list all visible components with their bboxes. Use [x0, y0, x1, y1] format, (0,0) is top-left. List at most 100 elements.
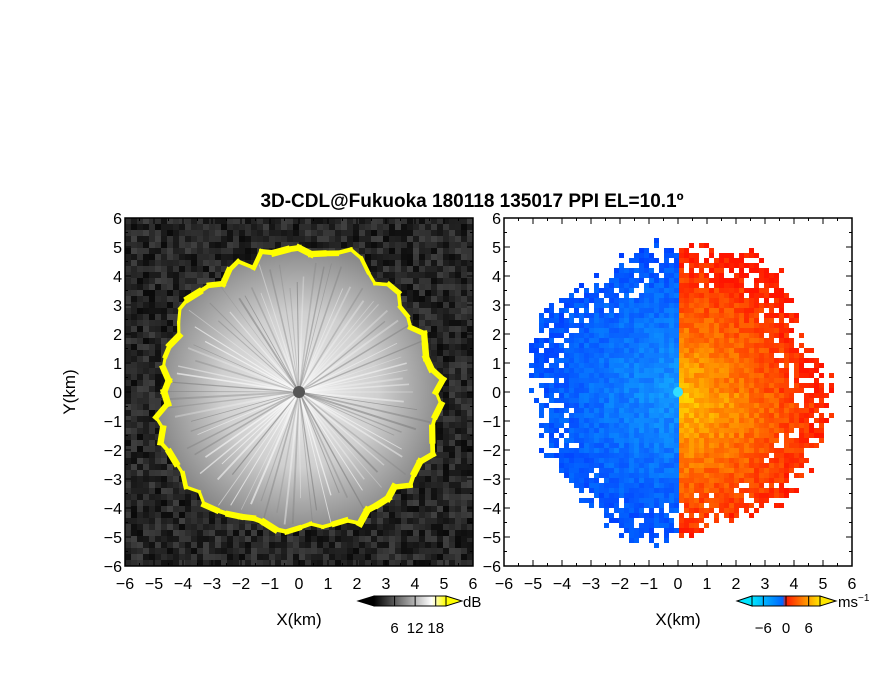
velocity-cell: [764, 363, 769, 368]
velocity-cell: [694, 298, 699, 303]
snr-noise-cell: [131, 290, 137, 296]
snr-noise-cell: [431, 266, 437, 272]
snr-noise-cell: [425, 482, 431, 488]
snr-noise-cell: [137, 536, 143, 542]
velocity-cell: [684, 283, 689, 288]
snr-noise-cell: [155, 278, 161, 284]
snr-noise-cell: [131, 278, 137, 284]
snr-noise-cell: [125, 506, 131, 512]
velocity-cell: [654, 363, 659, 368]
snr-noise-cell: [443, 290, 449, 296]
velocity-cell: [564, 403, 569, 408]
snr-noise-cell: [137, 254, 143, 260]
velocity-cell: [559, 388, 564, 393]
snr-noise-cell: [227, 542, 233, 548]
snr-noise-cell: [425, 302, 431, 308]
snr-noise-cell: [335, 218, 341, 224]
velocity-cell: [714, 383, 719, 388]
snr-noise-cell: [125, 542, 131, 548]
snr-noise-cell: [449, 464, 455, 470]
snr-noise-cell: [401, 224, 407, 230]
velocity-cell: [639, 343, 644, 348]
velocity-cell: [629, 348, 634, 353]
snr-noise-cell: [197, 512, 203, 518]
velocity-cell: [574, 383, 579, 388]
snr-noise-cell: [143, 380, 149, 386]
snr-noise-cell: [143, 500, 149, 506]
velocity-cell: [614, 393, 619, 398]
velocity-cell: [664, 313, 669, 318]
snr-noise-cell: [179, 536, 185, 542]
snr-noise-cell: [155, 242, 161, 248]
snr-noise-cell: [161, 266, 167, 272]
velocity-cell: [704, 243, 709, 248]
snr-noise-cell: [449, 302, 455, 308]
velocity-cell: [744, 398, 749, 403]
velocity-cell: [754, 373, 759, 378]
snr-noise-cell: [173, 560, 179, 566]
snr-noise-cell: [467, 326, 473, 332]
snr-noise-cell: [125, 320, 131, 326]
snr-noise-cell: [149, 500, 155, 506]
snr-noise-cell: [203, 266, 209, 272]
velocity-cell: [724, 258, 729, 263]
snr-noise-cell: [131, 506, 137, 512]
snr-noise-cell: [287, 554, 293, 560]
velocity-cell: [649, 363, 654, 368]
velocity-cell: [714, 373, 719, 378]
velocity-cell: [709, 313, 714, 318]
snr-noise-cell: [161, 494, 167, 500]
snr-noise-cell: [347, 548, 353, 554]
velocity-cell: [579, 338, 584, 343]
velocity-cell: [729, 353, 734, 358]
snr-noise-cell: [413, 278, 419, 284]
velocity-cell: [629, 298, 634, 303]
velocity-cell: [574, 403, 579, 408]
velocity-cell: [619, 363, 624, 368]
velocity-cell: [624, 318, 629, 323]
velocity-cell: [679, 328, 684, 333]
velocity-cell: [649, 318, 654, 323]
snr-noise-cell: [227, 518, 233, 524]
velocity-cell: [774, 368, 779, 373]
velocity-cell: [704, 298, 709, 303]
snr-noise-cell: [137, 368, 143, 374]
velocity-cell: [724, 388, 729, 393]
velocity-cell: [729, 348, 734, 353]
snr-noise-cell: [227, 524, 233, 530]
snr-noise-cell: [203, 554, 209, 560]
velocity-cell: [754, 328, 759, 333]
velocity-cell: [679, 253, 684, 258]
snr-noise-cell: [131, 404, 137, 410]
velocity-cell: [799, 343, 804, 348]
snr-noise-cell: [155, 392, 161, 398]
velocity-cell: [794, 348, 799, 353]
velocity-cell: [674, 358, 679, 363]
velocity-cell: [739, 353, 744, 358]
snr-noise-cell: [227, 560, 233, 566]
snr-noise-cell: [125, 500, 131, 506]
snr-noise-cell: [377, 236, 383, 242]
velocity-cell: [759, 293, 764, 298]
snr-noise-cell: [383, 236, 389, 242]
snr-noise-cell: [143, 332, 149, 338]
snr-noise-cell: [137, 302, 143, 308]
snr-noise-cell: [407, 542, 413, 548]
velocity-cell: [709, 318, 714, 323]
velocity-cell: [674, 398, 679, 403]
snr-noise-cell: [461, 272, 467, 278]
velocity-cell: [664, 308, 669, 313]
velocity-cell: [619, 388, 624, 393]
snr-noise-cell: [431, 326, 437, 332]
velocity-cell: [544, 373, 549, 378]
velocity-cell: [594, 308, 599, 313]
velocity-cell: [619, 298, 624, 303]
velocity-cell: [704, 273, 709, 278]
velocity-cell: [669, 358, 674, 363]
velocity-cell: [719, 323, 724, 328]
snr-noise-cell: [191, 266, 197, 272]
velocity-cell: [619, 398, 624, 403]
snr-noise-cell: [371, 524, 377, 530]
velocity-cell: [719, 358, 724, 363]
velocity-cell: [749, 268, 754, 273]
